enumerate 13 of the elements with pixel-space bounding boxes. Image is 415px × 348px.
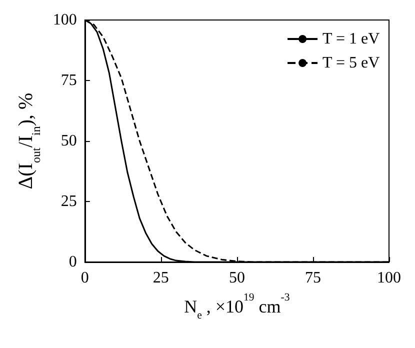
y-tick-label: 50 (60, 132, 77, 150)
legend-label: T = 5 eV (322, 54, 380, 72)
y-axis-title: Δ(Iout/Iin), % (15, 92, 43, 190)
x-tick-label: 100 (377, 270, 401, 286)
x-tick-label: 50 (228, 270, 245, 286)
x-tick-label: 0 (80, 270, 89, 286)
y-tick-label: 75 (60, 72, 77, 89)
legend-label: T = 1 eV (322, 30, 380, 48)
x-tick-label: 25 (152, 270, 169, 286)
y-tick-label: 0 (68, 254, 77, 270)
x-tick-label: 75 (304, 270, 321, 286)
y-tick-label: 100 (52, 12, 77, 28)
y-tick-label: 25 (60, 193, 77, 210)
